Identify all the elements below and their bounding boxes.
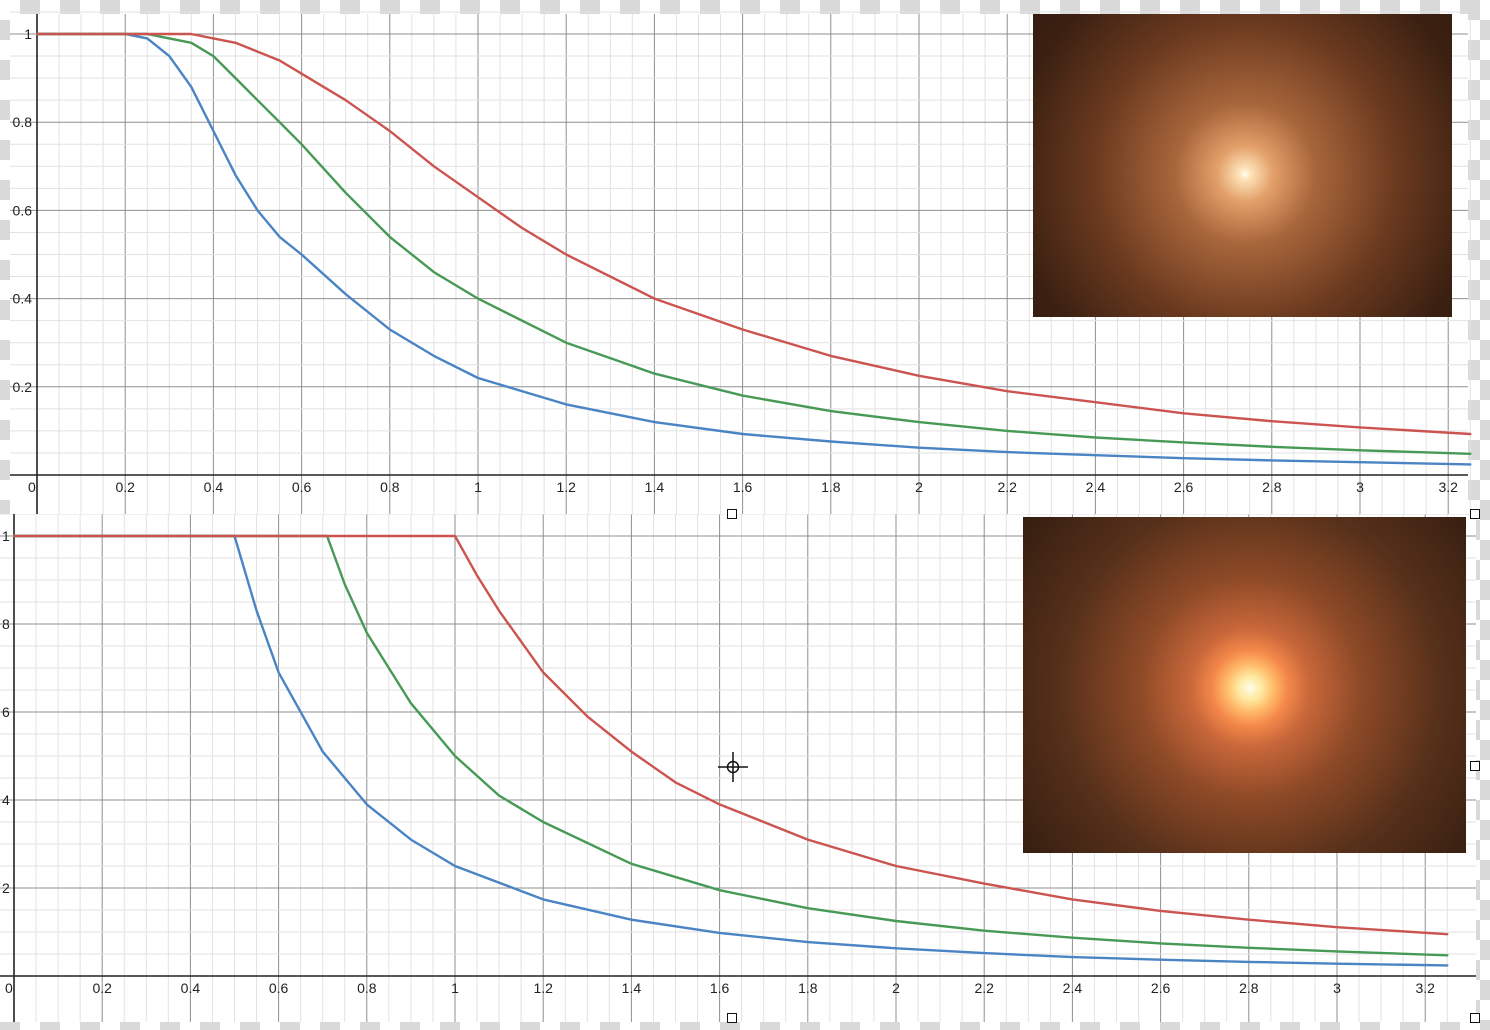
move-crosshair-icon[interactable] bbox=[718, 752, 748, 782]
x-tick-label: 0.8 bbox=[380, 479, 400, 495]
series-line bbox=[35, 32, 1472, 466]
y-tick-label: 2 bbox=[2, 880, 10, 896]
x-tick-label: 3.2 bbox=[1438, 479, 1458, 495]
x-tick-label: 0 bbox=[28, 479, 36, 495]
series-line bbox=[12, 534, 1449, 936]
x-tick-label: 2.8 bbox=[1239, 980, 1259, 996]
x-tick-label: 1 bbox=[451, 980, 459, 996]
x-tick-label: 0.2 bbox=[92, 980, 112, 996]
resize-handle-top-right[interactable] bbox=[1470, 509, 1480, 519]
resize-handle-bottom-right[interactable] bbox=[1470, 1013, 1480, 1023]
y-tick-label: 0.8 bbox=[13, 114, 33, 130]
resize-handle-middle-right[interactable] bbox=[1470, 761, 1480, 771]
x-tick-label: 0.4 bbox=[181, 980, 201, 996]
x-tick-label: 2.6 bbox=[1174, 479, 1194, 495]
y-tick-label: 0.6 bbox=[13, 202, 33, 218]
top-chart-panel: 0 0.2 0.4 0.6 0.8 1 1.2 1.4 1.6 1.8 2 2.2 2.4 2.6 2.8 3… bbox=[0, 0, 1490, 514]
x-tick-label: 0.2 bbox=[115, 479, 135, 495]
glow-preview-top bbox=[1033, 14, 1452, 317]
y-tick-label: 1 bbox=[24, 26, 32, 42]
x-tick-label: 2.4 bbox=[1086, 479, 1106, 495]
x-tick-label: 0.8 bbox=[357, 980, 377, 996]
x-tick-label: 0 bbox=[5, 980, 13, 996]
x-tick-label: 0.6 bbox=[269, 980, 289, 996]
x-tick-label: 0.6 bbox=[292, 479, 312, 495]
x-tick-label: 2 bbox=[915, 479, 923, 495]
x-tick-label: 3.2 bbox=[1415, 980, 1435, 996]
x-tick-label: 1.6 bbox=[710, 980, 730, 996]
resize-handle-top-center[interactable] bbox=[727, 509, 737, 519]
series-line bbox=[35, 32, 1472, 455]
y-tick-label: 0.4 bbox=[13, 291, 33, 307]
x-tick-label: 1.8 bbox=[821, 479, 841, 495]
x-tick-label: 1.8 bbox=[798, 980, 818, 996]
x-tick-label: 2.8 bbox=[1262, 479, 1282, 495]
x-tick-label: 3 bbox=[1356, 479, 1364, 495]
series-line bbox=[12, 534, 1449, 967]
x-tick-label: 1.2 bbox=[556, 479, 576, 495]
series-line bbox=[35, 32, 1472, 436]
x-tick-label: 2.4 bbox=[1063, 980, 1083, 996]
x-tick-label: 2 bbox=[892, 980, 900, 996]
x-tick-label: 1.4 bbox=[645, 479, 665, 495]
x-tick-label: 1.6 bbox=[733, 479, 753, 495]
resize-handle-bottom-center[interactable] bbox=[727, 1013, 737, 1023]
y-tick-label: 6 bbox=[2, 704, 10, 720]
x-tick-label: 3 bbox=[1333, 980, 1341, 996]
x-tick-label: 1 bbox=[474, 479, 482, 495]
series-line bbox=[12, 534, 1449, 957]
x-tick-label: 1.2 bbox=[533, 980, 553, 996]
y-tick-label: 4 bbox=[2, 792, 10, 808]
x-tick-label: 1.4 bbox=[622, 980, 642, 996]
x-tick-label: 2.2 bbox=[997, 479, 1017, 495]
y-tick-label: 0.2 bbox=[13, 379, 33, 395]
glow-preview-bottom bbox=[1023, 517, 1466, 853]
x-tick-label: 0.4 bbox=[204, 479, 224, 495]
x-tick-label: 2.6 bbox=[1151, 980, 1171, 996]
x-tick-label: 2.2 bbox=[974, 980, 994, 996]
y-tick-label: 8 bbox=[2, 616, 10, 632]
y-tick-label: 1 bbox=[2, 528, 10, 544]
